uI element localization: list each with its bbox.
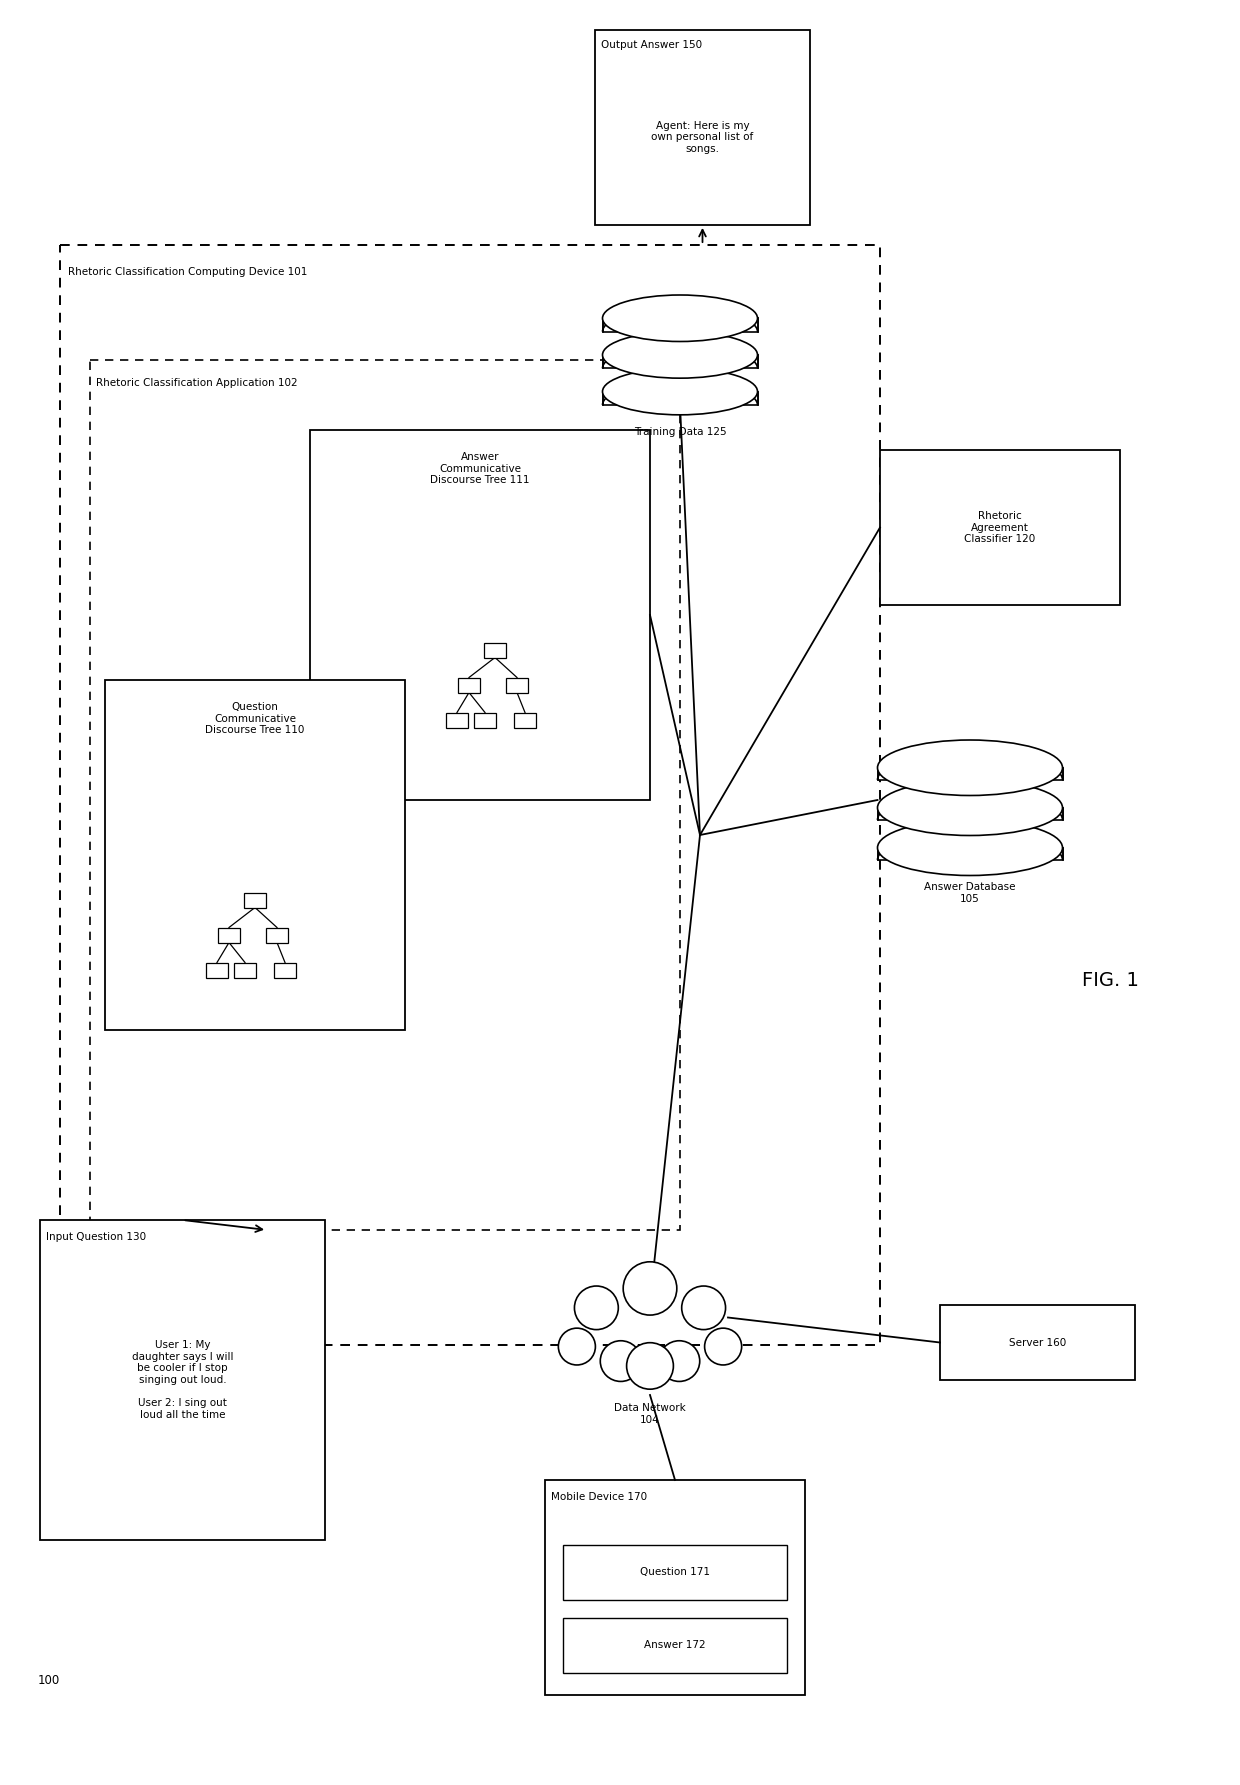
Ellipse shape bbox=[574, 1285, 619, 1330]
FancyBboxPatch shape bbox=[595, 30, 810, 225]
Text: Rhetoric Classification Application 102: Rhetoric Classification Application 102 bbox=[95, 378, 298, 387]
Text: Rhetoric Classification Computing Device 101: Rhetoric Classification Computing Device… bbox=[68, 268, 308, 277]
Bar bbox=[603, 391, 758, 405]
Text: User 1: My
daughter says I will
be cooler if I stop
singing out loud.

User 2: I: User 1: My daughter says I will be coole… bbox=[131, 1341, 233, 1419]
Ellipse shape bbox=[878, 819, 1063, 875]
Text: Data Network
104: Data Network 104 bbox=[614, 1403, 686, 1424]
FancyBboxPatch shape bbox=[563, 1617, 787, 1673]
Text: Question
Communicative
Discourse Tree 110: Question Communicative Discourse Tree 11… bbox=[206, 702, 305, 735]
Text: Output Answer 150: Output Answer 150 bbox=[601, 39, 702, 50]
Ellipse shape bbox=[878, 780, 1063, 835]
FancyBboxPatch shape bbox=[218, 928, 241, 942]
FancyBboxPatch shape bbox=[206, 962, 228, 978]
FancyBboxPatch shape bbox=[458, 678, 480, 693]
Ellipse shape bbox=[600, 1341, 641, 1382]
Ellipse shape bbox=[626, 1342, 673, 1389]
FancyBboxPatch shape bbox=[274, 962, 296, 978]
Text: Agent: Here is my
own personal list of
songs.: Agent: Here is my own personal list of s… bbox=[651, 121, 754, 154]
FancyBboxPatch shape bbox=[515, 712, 536, 728]
Text: Rhetoric
Agreement
Classifier 120: Rhetoric Agreement Classifier 120 bbox=[965, 511, 1035, 544]
Ellipse shape bbox=[558, 1328, 595, 1366]
Text: Question 171: Question 171 bbox=[640, 1567, 711, 1576]
FancyBboxPatch shape bbox=[40, 1219, 325, 1540]
Text: Input Question 130: Input Question 130 bbox=[46, 1232, 146, 1242]
FancyBboxPatch shape bbox=[310, 430, 650, 800]
Ellipse shape bbox=[682, 1285, 725, 1330]
FancyBboxPatch shape bbox=[91, 361, 680, 1230]
FancyBboxPatch shape bbox=[267, 928, 288, 942]
Ellipse shape bbox=[603, 332, 758, 378]
Text: 100: 100 bbox=[38, 1674, 61, 1687]
FancyBboxPatch shape bbox=[446, 712, 467, 728]
Text: Answer 172: Answer 172 bbox=[645, 1640, 706, 1649]
Bar bbox=[878, 809, 1063, 819]
Text: Mobile Device 170: Mobile Device 170 bbox=[551, 1492, 647, 1501]
Ellipse shape bbox=[704, 1328, 742, 1366]
FancyBboxPatch shape bbox=[60, 245, 880, 1346]
Bar bbox=[878, 768, 1063, 780]
FancyBboxPatch shape bbox=[484, 643, 506, 657]
FancyBboxPatch shape bbox=[506, 678, 528, 693]
Ellipse shape bbox=[624, 1262, 677, 1316]
Bar bbox=[603, 318, 758, 332]
Text: Training Data 125: Training Data 125 bbox=[634, 427, 727, 437]
FancyBboxPatch shape bbox=[244, 892, 267, 907]
Bar bbox=[603, 355, 758, 368]
FancyBboxPatch shape bbox=[546, 1480, 805, 1696]
FancyBboxPatch shape bbox=[105, 680, 405, 1030]
Text: FIG. 1: FIG. 1 bbox=[1081, 971, 1138, 989]
Text: Answer
Communicative
Discourse Tree 111: Answer Communicative Discourse Tree 111 bbox=[430, 452, 529, 486]
Ellipse shape bbox=[658, 1341, 699, 1382]
FancyBboxPatch shape bbox=[474, 712, 496, 728]
Text: Answer Database
105: Answer Database 105 bbox=[924, 882, 1016, 903]
Ellipse shape bbox=[603, 295, 758, 341]
FancyBboxPatch shape bbox=[563, 1546, 787, 1599]
FancyBboxPatch shape bbox=[234, 962, 255, 978]
Ellipse shape bbox=[878, 741, 1063, 796]
FancyBboxPatch shape bbox=[880, 450, 1120, 605]
Text: Server 160: Server 160 bbox=[1009, 1337, 1066, 1348]
Ellipse shape bbox=[603, 368, 758, 414]
Bar bbox=[878, 848, 1063, 860]
FancyBboxPatch shape bbox=[940, 1305, 1135, 1380]
